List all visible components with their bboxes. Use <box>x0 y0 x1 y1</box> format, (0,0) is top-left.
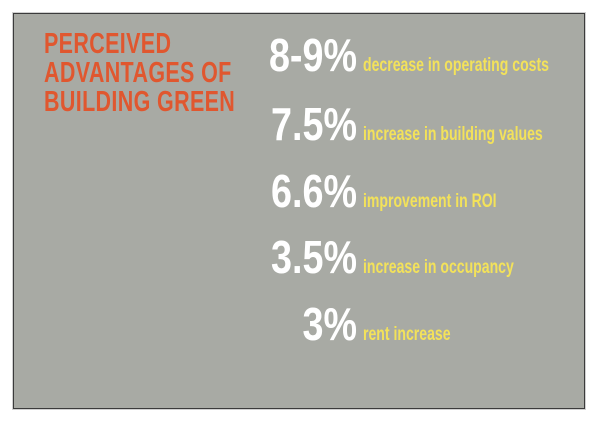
stat-label: decrease in operating costs <box>363 55 549 76</box>
title-line-3: BUILDING GREEN <box>44 86 236 118</box>
stat-value: 3.5% <box>271 231 357 283</box>
stat-value: 8-9% <box>268 29 357 81</box>
stat-operating-costs: 8-9% decrease in operating costs <box>247 32 600 78</box>
infographic-title: PERCEIVED ADVANTAGES OF BUILDING GREEN <box>44 30 235 117</box>
stat-value: 6.6% <box>271 165 357 217</box>
stat-building-values: 7.5% increase in building values <box>247 101 600 147</box>
stat-occupancy: 3.5% increase in occupancy <box>247 234 567 280</box>
stat-label: increase in occupancy <box>363 257 514 278</box>
stat-label: increase in building values <box>363 124 543 145</box>
stat-label: rent increase <box>363 324 451 345</box>
stat-rent: 3% rent increase <box>247 301 481 347</box>
stat-value: 7.5% <box>271 98 357 150</box>
stat-value: 3% <box>302 298 357 350</box>
stat-roi: 6.6% improvement in ROI <box>247 168 544 214</box>
infographic-panel: PERCEIVED ADVANTAGES OF BUILDING GREEN 8… <box>13 13 585 409</box>
title-line-1: PERCEIVED <box>44 28 172 60</box>
title-line-2: ADVANTAGES OF <box>44 57 232 89</box>
stat-label: improvement in ROI <box>363 191 497 212</box>
